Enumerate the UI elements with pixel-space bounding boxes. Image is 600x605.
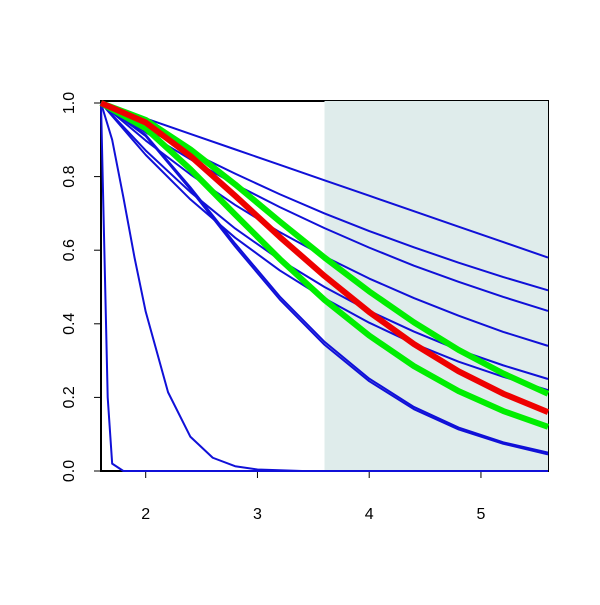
x-tick-label: 4	[365, 506, 374, 523]
y-tick-label: 0.0	[61, 460, 78, 482]
curve	[99, 100, 550, 415]
x-tick-label: 5	[476, 506, 485, 523]
curve	[100, 102, 549, 259]
y-tick-label: 0.6	[61, 239, 78, 261]
y-tick-label: 0.2	[61, 386, 78, 408]
curve	[100, 102, 549, 454]
y-tick-label: 0.4	[61, 313, 78, 335]
y-tick-label: 1.0	[61, 92, 78, 114]
y-tick-label: 0.8	[61, 165, 78, 187]
curve	[100, 102, 548, 472]
x-tick-label: 3	[253, 506, 262, 523]
curve	[100, 102, 549, 456]
x-tick-label: 2	[141, 506, 150, 523]
curve	[99, 100, 550, 430]
curve	[100, 102, 549, 312]
curve	[99, 100, 550, 397]
